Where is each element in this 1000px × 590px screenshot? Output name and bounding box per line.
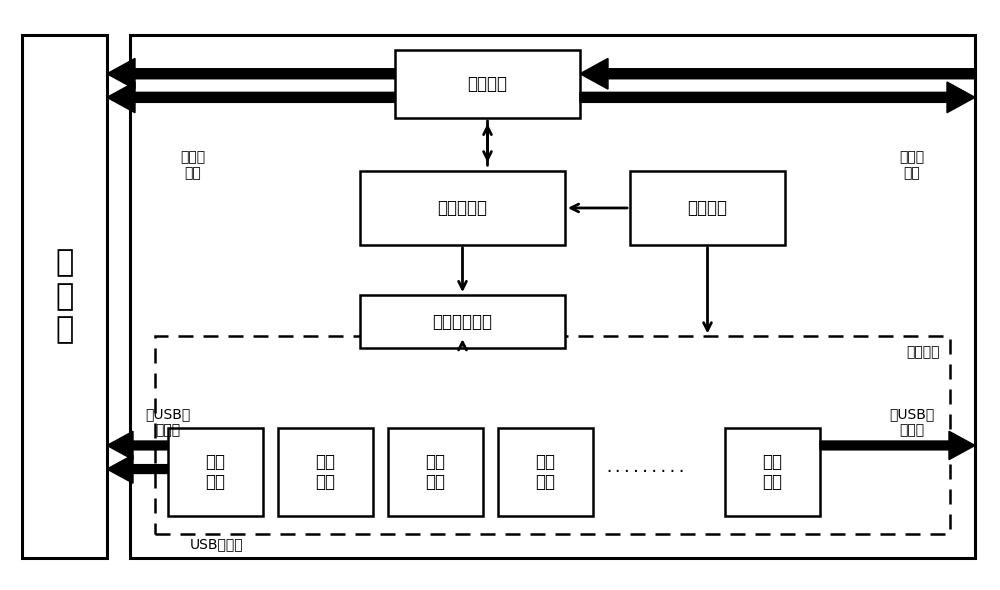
Text: 扩展
单元: 扩展 单元 bbox=[206, 453, 226, 491]
Bar bbox=[168, 428, 263, 516]
Text: 扩展
单元: 扩展 单元 bbox=[536, 453, 556, 491]
Bar bbox=[22, 35, 107, 558]
Text: 逻辑控制电路: 逻辑控制电路 bbox=[432, 313, 492, 330]
Text: 主USB总
线接口: 主USB总 线接口 bbox=[145, 407, 191, 437]
Bar bbox=[360, 171, 565, 245]
Bar bbox=[155, 336, 950, 534]
Text: 从通信
接口: 从通信 接口 bbox=[899, 150, 925, 181]
Text: USB扩展板: USB扩展板 bbox=[190, 537, 244, 552]
Text: 主通信
接口: 主通信 接口 bbox=[180, 150, 206, 181]
FancyArrow shape bbox=[107, 431, 168, 460]
FancyArrow shape bbox=[107, 455, 168, 483]
Bar bbox=[388, 428, 483, 516]
Bar bbox=[395, 50, 580, 118]
Text: 扩展
单元: 扩展 单元 bbox=[426, 453, 446, 491]
Text: 处理器模块: 处理器模块 bbox=[437, 199, 487, 217]
FancyArrow shape bbox=[580, 58, 975, 89]
Bar bbox=[498, 428, 593, 516]
FancyArrow shape bbox=[107, 58, 395, 89]
Bar bbox=[278, 428, 373, 516]
Text: 扩展
单元: 扩展 单元 bbox=[316, 453, 336, 491]
FancyArrow shape bbox=[107, 82, 395, 113]
FancyArrow shape bbox=[580, 82, 975, 113]
Bar bbox=[630, 171, 785, 245]
Text: 电源模块: 电源模块 bbox=[688, 199, 728, 217]
Bar bbox=[725, 428, 820, 516]
FancyArrow shape bbox=[820, 431, 975, 460]
Text: 扩展
单元: 扩展 单元 bbox=[763, 453, 782, 491]
Text: 通信模块: 通信模块 bbox=[468, 75, 508, 93]
Bar bbox=[130, 35, 975, 558]
Text: 上
位
机: 上 位 机 bbox=[55, 248, 74, 345]
Text: 扩展模块: 扩展模块 bbox=[907, 345, 940, 359]
Bar bbox=[360, 295, 565, 348]
Text: ·········: ········· bbox=[604, 464, 686, 480]
Text: 从USB总
线接口: 从USB总 线接口 bbox=[889, 407, 935, 437]
